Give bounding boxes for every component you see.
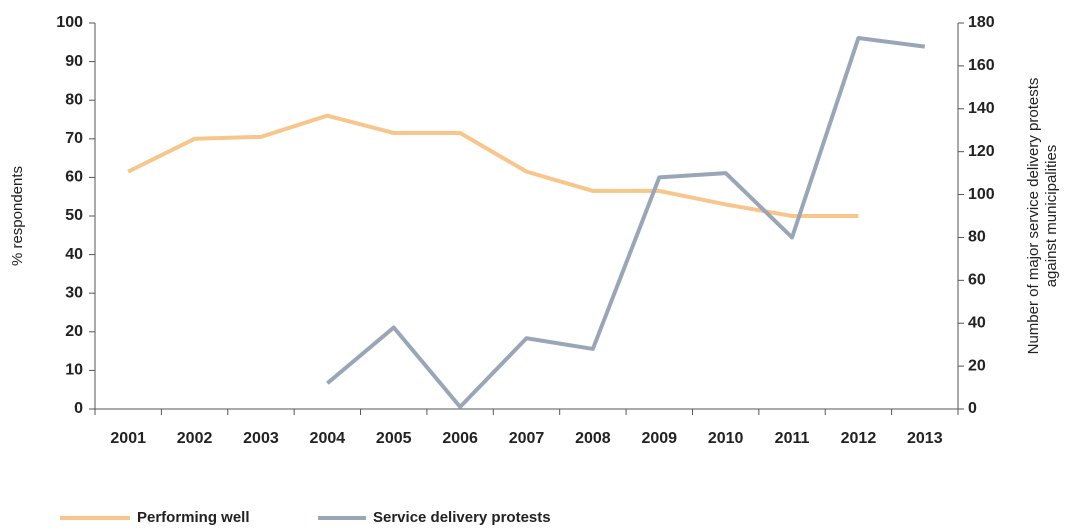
y2-axis-title: against municipalities [1043, 145, 1060, 288]
x-tick-label: 2013 [907, 430, 943, 447]
y-tick-label: 30 [65, 284, 83, 301]
legend-label: Performing well [137, 509, 250, 526]
y-tick-label: 0 [74, 400, 83, 417]
x-tick-label: 2006 [442, 430, 478, 447]
legend-label: Service delivery protests [373, 509, 551, 526]
y2-tick-label: 120 [968, 143, 995, 160]
y-tick-label: 10 [65, 362, 83, 379]
y2-tick-label: 20 [968, 357, 986, 374]
y2-tick-label: 140 [968, 100, 995, 117]
x-tick-label: 2007 [509, 430, 545, 447]
x-tick-label: 2005 [376, 430, 412, 447]
y2-tick-label: 0 [968, 400, 977, 417]
x-tick-label: 2004 [310, 430, 346, 447]
y-tick-label: 40 [65, 246, 83, 263]
x-tick-label: 2009 [641, 430, 677, 447]
y2-tick-label: 100 [968, 186, 995, 203]
x-tick-label: 2003 [243, 430, 279, 447]
x-tick-label: 2008 [575, 430, 611, 447]
y-tick-label: 80 [65, 91, 83, 108]
y-tick-label: 20 [65, 323, 83, 340]
series-line [127, 113, 859, 218]
y-tick-label: 50 [65, 207, 83, 224]
x-tick-label: 2012 [841, 430, 877, 447]
x-tick-label: 2011 [775, 430, 810, 447]
x-tick-label: 2001 [110, 430, 146, 447]
y-tick-label: 100 [56, 14, 83, 31]
x-tick-label: 2002 [177, 430, 213, 447]
y2-tick-label: 160 [968, 57, 995, 74]
y-axis-title: % respondents [9, 166, 26, 266]
series-line [326, 36, 926, 409]
y2-tick-label: 180 [968, 14, 995, 31]
y2-tick-label: 60 [968, 272, 986, 289]
y-tick-label: 70 [65, 130, 83, 147]
y2-tick-label: 80 [968, 229, 986, 246]
y-tick-label: 90 [65, 53, 83, 70]
x-tick-label: 2010 [708, 430, 744, 447]
y2-tick-label: 40 [968, 314, 986, 331]
y2-axis-title: Number of major service delivery protest… [1025, 78, 1042, 355]
y-tick-label: 60 [65, 169, 83, 186]
